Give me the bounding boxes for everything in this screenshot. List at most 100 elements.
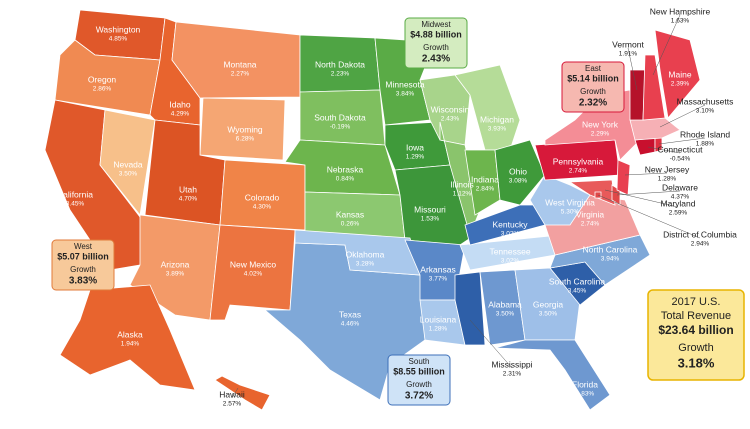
state-growth: 3.94% <box>601 256 620 263</box>
leader-line <box>647 146 681 154</box>
state-growth: 2.86% <box>93 86 112 93</box>
leader-line <box>659 104 706 128</box>
leader-line <box>627 47 638 91</box>
state-growth: 4.29% <box>171 111 190 118</box>
state-growth: 1.63% <box>671 18 690 25</box>
state-growth: 6.28% <box>236 136 255 143</box>
state-growth: 2.31% <box>503 371 522 378</box>
state-growth: 3.77% <box>429 276 448 283</box>
state <box>568 179 616 206</box>
state-growth: 2.74% <box>569 168 588 175</box>
state-growth: 4.46% <box>341 321 360 328</box>
leader-line <box>658 137 706 145</box>
state-name: Colorado <box>245 192 280 202</box>
state <box>494 339 611 411</box>
region-box <box>561 61 625 113</box>
state-growth: 5.30% <box>561 209 580 216</box>
region-name: South <box>409 357 430 366</box>
leader-line <box>652 14 681 76</box>
state-growth: 3.89% <box>166 271 185 278</box>
state <box>199 97 286 161</box>
region-growth-label: Growth <box>580 87 606 96</box>
leader-line <box>231 387 239 399</box>
state-growth: 2.74% <box>581 221 600 228</box>
state-growth: 3.45% <box>568 288 587 295</box>
state-growth: 1.28% <box>429 326 448 333</box>
region-box <box>51 239 115 291</box>
state-growth: 3.02% <box>501 258 520 265</box>
state-growth: 3.84% <box>396 91 415 98</box>
state-name: Missouri <box>414 204 446 214</box>
leader-line <box>624 172 668 176</box>
state-name: Ohio <box>509 166 527 176</box>
state-growth: 3.83% <box>576 391 595 398</box>
state-growth: 3.08% <box>509 178 528 185</box>
state-name: Connecticut <box>658 144 704 154</box>
state-name: Washington <box>96 24 141 34</box>
state-name: New Hampshire <box>650 6 711 16</box>
state-name: Oregon <box>88 74 117 84</box>
state-name: Illinois <box>450 179 474 189</box>
state-name: Michigan <box>480 114 514 124</box>
state <box>629 69 646 121</box>
state-name: Kentucky <box>493 219 529 229</box>
state-name: Iowa <box>406 142 424 152</box>
state-growth: 4.02% <box>244 271 263 278</box>
state-name: Nebraska <box>327 164 364 174</box>
state-name: District of Columbia <box>663 229 737 239</box>
state-name: North Carolina <box>583 244 638 254</box>
state <box>464 149 501 216</box>
leader-line <box>616 190 681 196</box>
total-growth: 3.18% <box>678 355 715 370</box>
state <box>494 139 546 206</box>
leader-line <box>604 189 679 208</box>
region-growth-label: Growth <box>406 380 432 389</box>
state-name: Alabama <box>488 299 522 309</box>
state-name: Massachusetts <box>677 96 734 106</box>
region-revenue: $5.07 billion <box>57 251 109 261</box>
state-name: New Jersey <box>645 164 690 174</box>
state-name: Montana <box>223 59 256 69</box>
region-name: Midwest <box>421 20 451 29</box>
state-name: Rhode Island <box>680 129 730 139</box>
region-growth: 3.72% <box>405 391 433 402</box>
state-growth: 1.94% <box>121 341 140 348</box>
region-growth: 2.43% <box>422 54 450 65</box>
state-name: Maryland <box>661 198 696 208</box>
state-name: Florida <box>572 379 598 389</box>
state <box>654 29 701 119</box>
state-name: Hawaii <box>219 389 245 399</box>
state-name: Idaho <box>169 99 191 109</box>
state-name: Virginia <box>576 209 604 219</box>
state-name: Mississippi <box>491 359 532 369</box>
state-growth: 2.84% <box>476 186 495 193</box>
state-name: South Carolina <box>549 276 606 286</box>
state-growth: 1.12% <box>453 191 472 198</box>
state-growth: 2.29% <box>591 131 610 138</box>
state-name: Oklahoma <box>346 249 385 259</box>
state <box>514 267 581 341</box>
state-name: California <box>57 189 93 199</box>
region-box <box>387 354 451 406</box>
state <box>171 21 301 99</box>
state-labels: Washington 4.85% Oregon 2.86% California 3.45… <box>57 6 737 407</box>
region-growth-label: Growth <box>423 43 449 52</box>
state <box>454 271 486 346</box>
state-growth: 3.93% <box>488 126 507 133</box>
region-growth: 3.83% <box>69 276 97 287</box>
region-name: East <box>585 64 602 73</box>
leader-line <box>597 194 701 239</box>
state-growth: 3.02% <box>501 231 520 238</box>
region-box <box>404 17 468 69</box>
state-growth: 4.70% <box>179 196 198 203</box>
state-name: Arkansas <box>420 264 455 274</box>
state-name: New York <box>582 119 619 129</box>
state-growth: 1.53% <box>421 216 440 223</box>
state-growth: 1.29% <box>406 154 425 161</box>
state-name: New Mexico <box>230 259 277 269</box>
leader-line <box>469 319 513 369</box>
state-growth: 3.10% <box>696 108 715 115</box>
total-box <box>647 289 745 381</box>
state-name: Alaska <box>117 329 143 339</box>
